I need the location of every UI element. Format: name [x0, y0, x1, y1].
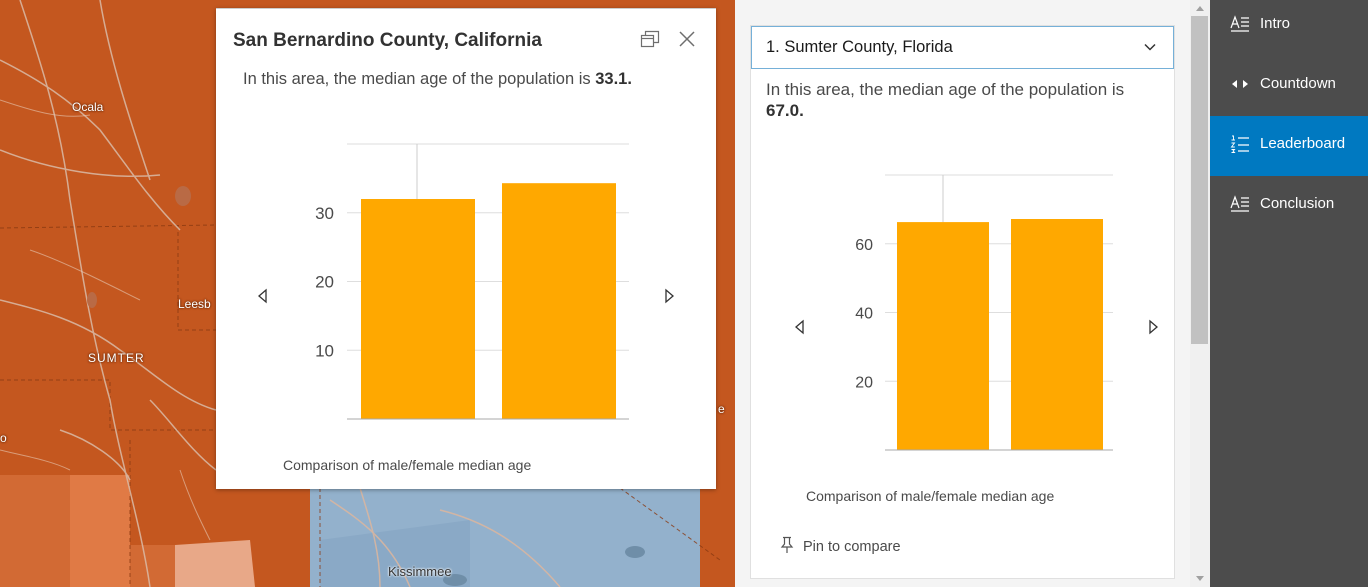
- y-tick-label: 60: [855, 237, 873, 254]
- map-label-leesburg: Leesb: [178, 297, 211, 311]
- popup-bar-chart: 10 20 30: [315, 143, 629, 420]
- map-label-ocala: Ocala: [72, 100, 104, 114]
- map-label-kissimmee: Kissimmee: [388, 564, 452, 579]
- popup-chart-caption: Comparison of male/female median age: [283, 457, 532, 473]
- side-bar-chart: 20 40 60: [855, 174, 1113, 451]
- side-chart-next-icon[interactable]: [1146, 318, 1160, 336]
- side-desc-text: In this area, the median age of the popu…: [766, 80, 1125, 99]
- y-tick-label: 20: [315, 273, 334, 292]
- pin-to-compare-button[interactable]: Pin to compare: [779, 536, 901, 555]
- y-tick-label: 30: [315, 204, 334, 223]
- nav-item-conclusion[interactable]: Conclusion: [1210, 176, 1368, 236]
- bar: [1011, 219, 1103, 450]
- left-right-arrows-icon: [1232, 80, 1248, 88]
- y-tick-label: 20: [855, 374, 873, 391]
- county-select[interactable]: 1. Sumter County, Florida: [751, 26, 1174, 69]
- map-label-sumter: SUMTER: [88, 351, 145, 365]
- nav-item-leaderboard[interactable]: Leaderboard: [1210, 116, 1368, 176]
- popup-median-age: 33.1.: [595, 70, 632, 88]
- leaderboard-panel: 1. Sumter County, Florida In this area, …: [735, 0, 1210, 587]
- close-icon[interactable]: [676, 28, 698, 50]
- side-description: In this area, the median age of the popu…: [766, 79, 1156, 121]
- side-chart-previous-icon[interactable]: [793, 318, 807, 336]
- side-median-age: 67.0.: [766, 101, 804, 120]
- side-chart-caption: Comparison of male/female median age: [806, 488, 1055, 504]
- y-tick-label: 10: [315, 341, 334, 360]
- leaderboard-card: 1. Sumter County, Florida In this area, …: [750, 25, 1175, 579]
- nav-label-countdown: Countdown: [1260, 75, 1336, 92]
- popup-description: In this area, the median age of the popu…: [243, 70, 632, 89]
- text-lines-icon: [1230, 195, 1249, 212]
- text-lines-icon: [1230, 15, 1249, 32]
- chevron-down-icon: [1144, 43, 1156, 51]
- map-popup: San Bernardino County, California In thi…: [216, 8, 716, 489]
- chart-previous-icon[interactable]: [256, 287, 270, 305]
- popup-desc-text: In this area, the median age of the popu…: [243, 70, 596, 88]
- pin-icon: [780, 536, 794, 553]
- bar: [502, 183, 616, 419]
- nav-label-leaderboard: Leaderboard: [1260, 135, 1346, 152]
- map-label-edge-left: o: [0, 431, 7, 445]
- popup-title: San Bernardino County, California: [233, 30, 542, 51]
- story-nav: Intro Countdown Leaderboard Conclusion: [1210, 0, 1368, 587]
- chart-next-icon[interactable]: [662, 287, 676, 305]
- nav-item-intro[interactable]: Intro: [1210, 0, 1368, 56]
- bar: [361, 199, 475, 419]
- nav-label-conclusion: Conclusion: [1260, 195, 1335, 212]
- scroll-down-icon[interactable]: [1195, 575, 1205, 583]
- nav-item-countdown[interactable]: Countdown: [1210, 56, 1368, 116]
- nav-label-intro: Intro: [1260, 15, 1291, 32]
- map-label-edge: e: [718, 402, 725, 416]
- scroll-up-icon[interactable]: [1195, 4, 1205, 12]
- y-tick-label: 40: [855, 306, 873, 323]
- bar: [897, 222, 989, 450]
- county-select-value: 1. Sumter County, Florida: [766, 38, 953, 56]
- pin-label: Pin to compare: [803, 539, 901, 555]
- scrollbar-thumb[interactable]: [1191, 16, 1208, 344]
- map-basemap: [0, 0, 721, 587]
- numbered-list-icon: [1230, 135, 1249, 153]
- dock-icon[interactable]: [640, 29, 660, 49]
